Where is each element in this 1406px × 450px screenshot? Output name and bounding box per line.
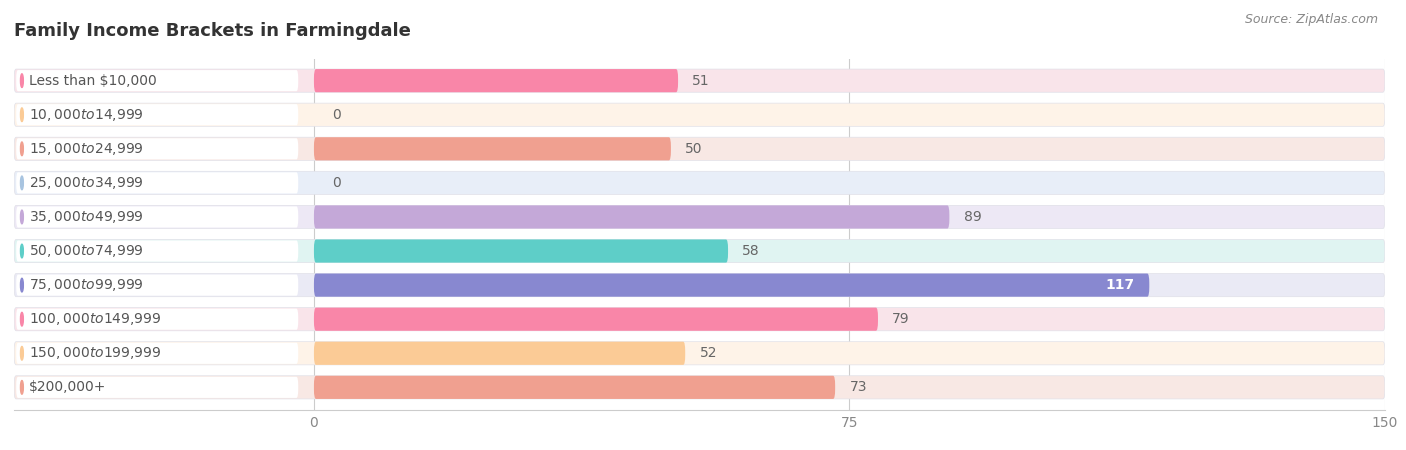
Text: Less than $10,000: Less than $10,000 (30, 74, 157, 88)
FancyBboxPatch shape (314, 69, 678, 92)
FancyBboxPatch shape (14, 205, 1385, 229)
FancyBboxPatch shape (14, 376, 1385, 399)
Text: 0: 0 (332, 108, 340, 122)
FancyBboxPatch shape (17, 70, 298, 91)
FancyBboxPatch shape (314, 308, 877, 331)
FancyBboxPatch shape (14, 171, 1385, 194)
FancyBboxPatch shape (17, 309, 298, 330)
FancyBboxPatch shape (14, 274, 1385, 297)
FancyBboxPatch shape (14, 239, 1385, 263)
Text: $10,000 to $14,999: $10,000 to $14,999 (30, 107, 143, 123)
Text: 52: 52 (700, 346, 717, 360)
FancyBboxPatch shape (17, 207, 298, 228)
Circle shape (21, 74, 24, 87)
Text: $200,000+: $200,000+ (30, 380, 107, 394)
FancyBboxPatch shape (14, 103, 1385, 126)
Text: $50,000 to $74,999: $50,000 to $74,999 (30, 243, 143, 259)
Circle shape (21, 278, 24, 292)
FancyBboxPatch shape (17, 138, 298, 159)
FancyBboxPatch shape (17, 172, 298, 194)
Text: Family Income Brackets in Farmingdale: Family Income Brackets in Farmingdale (14, 22, 411, 40)
FancyBboxPatch shape (14, 342, 1385, 365)
FancyBboxPatch shape (314, 376, 835, 399)
FancyBboxPatch shape (314, 205, 949, 229)
FancyBboxPatch shape (17, 240, 298, 261)
Text: 0: 0 (332, 176, 340, 190)
Circle shape (21, 346, 24, 360)
FancyBboxPatch shape (17, 104, 298, 125)
Text: $100,000 to $149,999: $100,000 to $149,999 (30, 311, 162, 327)
FancyBboxPatch shape (314, 342, 685, 365)
FancyBboxPatch shape (14, 137, 1385, 160)
Circle shape (21, 108, 24, 122)
FancyBboxPatch shape (14, 308, 1385, 331)
Text: $35,000 to $49,999: $35,000 to $49,999 (30, 209, 143, 225)
Text: 50: 50 (685, 142, 703, 156)
FancyBboxPatch shape (17, 274, 298, 296)
Text: $150,000 to $199,999: $150,000 to $199,999 (30, 345, 162, 361)
Text: 89: 89 (963, 210, 981, 224)
Circle shape (21, 142, 24, 156)
Circle shape (21, 312, 24, 326)
FancyBboxPatch shape (17, 377, 298, 398)
FancyBboxPatch shape (14, 69, 1385, 92)
Text: 79: 79 (893, 312, 910, 326)
Text: 58: 58 (742, 244, 761, 258)
Text: $15,000 to $24,999: $15,000 to $24,999 (30, 141, 143, 157)
Circle shape (21, 210, 24, 224)
Text: 73: 73 (849, 380, 868, 394)
FancyBboxPatch shape (314, 274, 1149, 297)
FancyBboxPatch shape (314, 137, 671, 160)
Circle shape (21, 176, 24, 190)
Text: $75,000 to $99,999: $75,000 to $99,999 (30, 277, 143, 293)
FancyBboxPatch shape (314, 239, 728, 263)
Text: $25,000 to $34,999: $25,000 to $34,999 (30, 175, 143, 191)
Circle shape (21, 244, 24, 258)
Text: 117: 117 (1107, 278, 1135, 292)
Circle shape (21, 381, 24, 394)
Text: Source: ZipAtlas.com: Source: ZipAtlas.com (1244, 14, 1378, 27)
FancyBboxPatch shape (17, 343, 298, 364)
Text: 51: 51 (692, 74, 710, 88)
